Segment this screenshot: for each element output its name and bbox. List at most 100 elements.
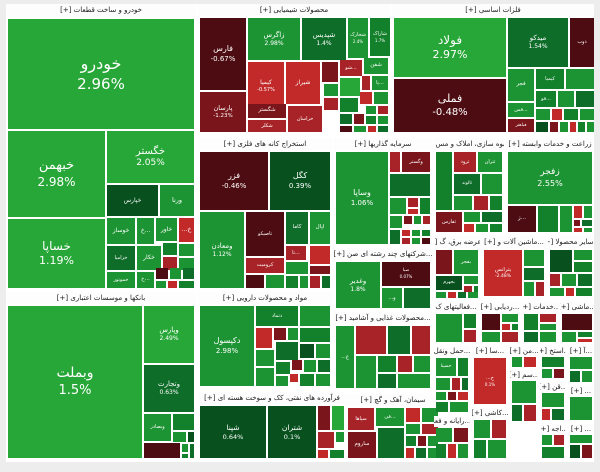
treemap-tile[interactable] bbox=[398, 356, 412, 372]
sector-header[interactable]: محصولات شیمیایی [+] bbox=[198, 4, 390, 16]
treemap-tile[interactable] bbox=[450, 402, 468, 412]
treemap-tile[interactable]: خراسان bbox=[288, 106, 322, 132]
treemap-tile[interactable] bbox=[274, 328, 286, 340]
treemap-tile[interactable] bbox=[464, 212, 480, 222]
treemap-tile[interactable] bbox=[378, 356, 396, 372]
treemap-tile[interactable]: فجر bbox=[508, 69, 534, 101]
sector-header[interactable]: ...حمل ونقل bbox=[434, 346, 470, 357]
sector-header[interactable]: ...ماشین آلات و [+] bbox=[482, 236, 546, 248]
treemap-tile[interactable] bbox=[550, 288, 564, 296]
treemap-tile[interactable] bbox=[156, 268, 168, 279]
treemap-tile[interactable]: ...ز bbox=[508, 206, 536, 232]
treemap-tile[interactable] bbox=[578, 339, 592, 342]
treemap-tile[interactable]: شاراک 1.7% bbox=[370, 18, 390, 56]
treemap-tile[interactable]: حسینا bbox=[436, 358, 456, 376]
treemap-tile[interactable] bbox=[366, 106, 376, 114]
treemap-tile[interactable] bbox=[574, 228, 582, 232]
treemap-tile[interactable]: شگستر bbox=[248, 104, 286, 118]
treemap-tile[interactable]: وبملت 1.5% bbox=[8, 306, 142, 458]
treemap-tile[interactable] bbox=[560, 206, 572, 232]
sector-header[interactable]: خودرو و ساخت قطعات [+] bbox=[6, 4, 196, 17]
treemap-tile[interactable]: کیمیا bbox=[536, 69, 564, 89]
treemap-tile[interactable] bbox=[584, 206, 592, 218]
treemap-tile[interactable]: ...خ bbox=[137, 272, 154, 288]
treemap-tile[interactable] bbox=[170, 268, 181, 279]
treemap-tile[interactable]: فارس -0.67% bbox=[200, 18, 246, 90]
treemap-tile[interactable]: شپدیس 1.4% bbox=[302, 18, 346, 60]
treemap-tile[interactable] bbox=[378, 106, 388, 114]
treemap-tile[interactable] bbox=[574, 250, 592, 260]
treemap-tile[interactable] bbox=[492, 420, 506, 438]
treemap-tile[interactable] bbox=[144, 443, 180, 458]
treemap-tile[interactable] bbox=[322, 276, 330, 288]
sector-header[interactable]: بانکها و موسسات اعتباری [+] bbox=[6, 292, 196, 304]
treemap-tile[interactable]: خکار bbox=[137, 246, 161, 270]
treemap-tile[interactable]: کاما bbox=[286, 212, 308, 244]
treemap-tile[interactable] bbox=[188, 432, 194, 442]
treemap-tile[interactable] bbox=[163, 257, 177, 270]
treemap-tile[interactable] bbox=[584, 228, 592, 232]
treemap-tile[interactable] bbox=[368, 126, 376, 132]
treemap-tile[interactable] bbox=[316, 344, 330, 358]
sector-header[interactable]: ...شرکتهای چند رشته ای صن [+] bbox=[334, 248, 432, 260]
sector-header[interactable]: استخراج کانه های فلزی [+] bbox=[198, 138, 332, 150]
treemap-tile[interactable] bbox=[436, 444, 446, 458]
sector-header[interactable]: ...عرضه برق، گ [+] bbox=[434, 236, 480, 248]
treemap-tile[interactable] bbox=[378, 428, 404, 458]
treemap-tile[interactable] bbox=[402, 238, 410, 244]
treemap-tile[interactable] bbox=[163, 243, 177, 255]
treemap-tile[interactable] bbox=[524, 250, 544, 266]
treemap-tile[interactable] bbox=[336, 432, 344, 442]
treemap-tile[interactable] bbox=[512, 405, 522, 421]
treemap-tile[interactable]: شتران 0.1% bbox=[268, 406, 316, 458]
treemap-tile[interactable]: تاصیکو bbox=[246, 212, 284, 256]
treemap-tile[interactable] bbox=[482, 332, 500, 342]
treemap-tile[interactable] bbox=[464, 330, 476, 342]
treemap-tile[interactable] bbox=[436, 152, 452, 210]
treemap-tile[interactable] bbox=[558, 91, 574, 107]
sector-header[interactable]: ...ماشی [+] bbox=[560, 302, 594, 313]
treemap-tile[interactable]: خگستر 2.05% bbox=[107, 131, 194, 183]
treemap-tile[interactable] bbox=[318, 406, 330, 430]
treemap-tile[interactable]: ...فو bbox=[536, 91, 556, 107]
treemap-tile[interactable] bbox=[390, 174, 430, 196]
treemap-tile[interactable] bbox=[286, 262, 308, 274]
treemap-tile[interactable] bbox=[550, 274, 560, 286]
treemap-tile[interactable] bbox=[570, 445, 580, 458]
treemap-tile[interactable] bbox=[574, 206, 582, 218]
treemap-tile[interactable]: خوساز bbox=[107, 218, 135, 244]
treemap-tile[interactable] bbox=[542, 357, 564, 367]
treemap-tile[interactable] bbox=[512, 357, 522, 367]
treemap-tile[interactable] bbox=[570, 397, 592, 420]
treemap-tile[interactable] bbox=[428, 448, 438, 458]
treemap-tile[interactable] bbox=[464, 224, 474, 232]
treemap-tile[interactable]: دتماد bbox=[256, 306, 298, 326]
treemap-tile[interactable] bbox=[474, 440, 486, 458]
treemap-tile[interactable] bbox=[542, 393, 564, 407]
treemap-tile[interactable] bbox=[436, 250, 452, 274]
treemap-tile[interactable] bbox=[420, 198, 430, 214]
treemap-tile[interactable]: فملی -0.48% bbox=[394, 79, 506, 132]
treemap-tile[interactable] bbox=[310, 246, 330, 264]
treemap-tile[interactable] bbox=[412, 238, 420, 244]
treemap-tile[interactable] bbox=[276, 376, 288, 386]
treemap-tile[interactable] bbox=[554, 369, 564, 378]
sector-header[interactable]: ...سا [+] bbox=[472, 346, 508, 357]
treemap-tile[interactable] bbox=[482, 314, 500, 330]
treemap-tile[interactable] bbox=[300, 306, 330, 326]
treemap-tile[interactable] bbox=[412, 326, 430, 354]
treemap-tile[interactable] bbox=[406, 448, 414, 458]
treemap-tile[interactable] bbox=[300, 276, 308, 288]
treemap-tile[interactable] bbox=[179, 281, 194, 288]
sector-header[interactable]: ...سم [+] bbox=[510, 370, 538, 380]
treemap-tile[interactable] bbox=[458, 358, 468, 376]
treemap-tile[interactable] bbox=[340, 114, 352, 124]
treemap-tile[interactable] bbox=[356, 326, 386, 354]
treemap-tile[interactable] bbox=[436, 402, 448, 412]
treemap-tile[interactable]: شکلر bbox=[248, 120, 286, 132]
treemap-tile[interactable] bbox=[578, 274, 592, 286]
treemap-tile[interactable]: و... bbox=[382, 288, 402, 308]
treemap-tile[interactable]: سپاها bbox=[348, 408, 374, 430]
treemap-tile[interactable]: ثالوند bbox=[454, 174, 480, 194]
treemap-tile[interactable] bbox=[374, 92, 388, 104]
